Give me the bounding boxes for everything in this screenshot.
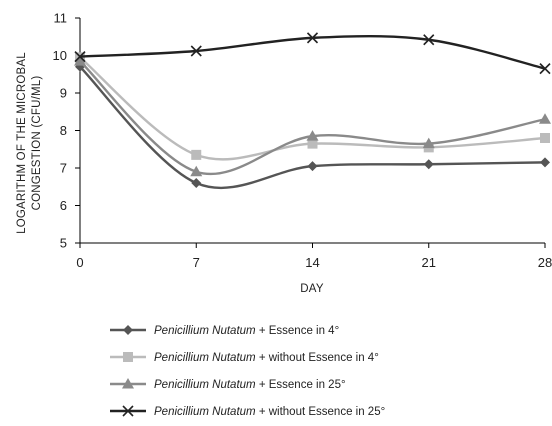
data-point-triangle [74, 55, 86, 66]
data-point-diamond [191, 178, 202, 188]
data-point-square [540, 133, 550, 143]
legend-label-species: Penicillium Nutatum [154, 325, 256, 337]
series-line [79, 60, 546, 175]
legend-marker-triangle [122, 378, 134, 389]
series-line [79, 34, 546, 70]
y-axis-title-line1: LOGARITHM OF THE MICROBAL [16, 52, 28, 234]
y-tick-label: 10 [53, 48, 67, 63]
x-tick-label: 28 [538, 255, 552, 270]
legend-label: Penicillium Nutatum + Essence in 25° [154, 379, 346, 391]
series-3 [74, 55, 551, 177]
legend-marker-square [123, 352, 133, 362]
data-point-x [190, 45, 202, 57]
x-tick-label: 21 [422, 255, 436, 270]
data-point-x [306, 32, 319, 44]
plot-area [74, 32, 551, 189]
data-point-x [539, 63, 551, 75]
data-point-x [423, 34, 435, 46]
series-4 [74, 32, 551, 75]
legend-marker-x [122, 405, 134, 417]
y-tick-label: 5 [60, 236, 67, 251]
data-point-triangle [422, 137, 435, 149]
axes: 5 6 7 8 9 10 11 0 7 14 21 28 [53, 11, 552, 271]
y-tick-label: 6 [60, 198, 67, 213]
legend-label-species: Penicillium Nutatum [154, 379, 256, 391]
legend: Penicillium Nutatum + Essence in 4°Penic… [110, 325, 385, 418]
x-tick-label: 7 [193, 255, 200, 270]
y-tick-label: 11 [54, 11, 68, 26]
data-point-diamond [423, 159, 434, 170]
data-point-triangle [306, 130, 319, 141]
data-point-diamond [540, 157, 550, 168]
legend-item: Penicillium Nutatum + without Essence in… [110, 405, 385, 418]
y-tick-label: 8 [60, 123, 67, 138]
series-1 [75, 61, 550, 189]
series-line [79, 65, 546, 189]
y-tick-label: 9 [60, 86, 67, 101]
x-tick-label: 0 [76, 255, 83, 270]
legend-marker-diamond [123, 325, 133, 335]
data-point-square [307, 138, 318, 149]
x-tick-label: 14 [305, 255, 319, 270]
legend-label-condition: + Essence in 25° [256, 379, 346, 391]
y-axis-title-line2: CONGESTION (CFU/ML) [31, 76, 43, 211]
legend-item: Penicillium Nutatum + without Essence in… [110, 352, 379, 364]
legend-label-condition: + without Essence in 4° [256, 352, 379, 364]
legend-item: Penicillium Nutatum + Essence in 25° [110, 378, 346, 391]
legend-label: Penicillium Nutatum + Essence in 4° [154, 325, 339, 337]
data-point-triangle [190, 165, 203, 177]
data-point-triangle [539, 113, 551, 124]
data-point-diamond [307, 161, 318, 172]
x-axis-title: DAY [300, 283, 324, 295]
y-tick-label: 7 [60, 161, 67, 176]
legend-label: Penicillium Nutatum + without Essence in… [154, 406, 385, 418]
data-point-square [191, 149, 202, 160]
legend-label-condition: + Essence in 4° [256, 325, 340, 337]
legend-label-species: Penicillium Nutatum [154, 352, 256, 364]
legend-item: Penicillium Nutatum + Essence in 4° [110, 325, 339, 337]
data-point-x [74, 51, 86, 63]
legend-label-condition: + without Essence in 25° [256, 406, 386, 418]
legend-label-species: Penicillium Nutatum [154, 406, 256, 418]
legend-label: Penicillium Nutatum + without Essence in… [154, 352, 379, 364]
